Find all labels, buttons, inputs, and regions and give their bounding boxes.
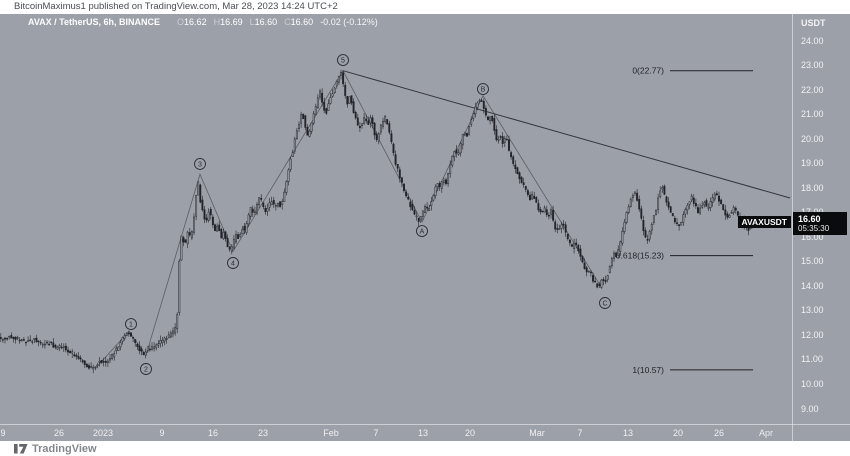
- price-axis[interactable]: USDT 24.00 23.00 22.00 21.00 20.00 19.00 18.00…: [793, 14, 850, 424]
- time-tick: 26: [53, 428, 65, 438]
- svg-text:C: C: [602, 301, 607, 308]
- price-tick: 22.00: [801, 84, 824, 95]
- time-tick: 7: [577, 428, 583, 438]
- time-tick: 23: [257, 428, 269, 438]
- time-tick: Mar: [529, 428, 545, 438]
- svg-text:0.618(15.23): 0.618(15.23): [616, 251, 664, 261]
- chart-legend: AVAX / TetherUS, 6h, BINANCE O16.62 H16.69…: [28, 16, 378, 29]
- time-axis[interactable]: 9 26 2023 9 16 23 Feb 7 13 20 Mar 7 13 20 26 Apr: [0, 425, 850, 441]
- last-price-value: 16.60: [798, 214, 821, 224]
- svg-text:B: B: [481, 87, 486, 94]
- time-tick: 20: [464, 428, 476, 438]
- bar-countdown: 05:35:30: [798, 224, 830, 233]
- high-value: 16.69: [220, 17, 243, 27]
- symbol-price-tag: AVAXUSDT: [737, 216, 791, 228]
- svg-text:A: A: [420, 229, 425, 236]
- price-tick: 24.00: [801, 35, 824, 46]
- symbol-tag-text: AVAXUSDT: [741, 217, 788, 227]
- time-tick: 26: [713, 428, 725, 438]
- time-tick: 7: [373, 428, 379, 438]
- price-tick: 19.00: [801, 158, 824, 169]
- time-tick: 2023: [92, 428, 114, 438]
- low-value: 16.60: [254, 17, 278, 27]
- price-tick: 18.00: [801, 182, 824, 193]
- price-axis-unit: USDT: [801, 18, 826, 28]
- tradingview-brand-text: TradingView: [32, 443, 97, 455]
- time-axis-separator: [0, 424, 850, 425]
- time-tick: 13: [417, 428, 429, 438]
- price-tick: 9.00: [801, 403, 819, 414]
- price-tick: 23.00: [801, 60, 824, 70]
- attribution-text: BitcoinMaximus1 published on TradingView…: [14, 1, 338, 12]
- price-tick: 13.00: [801, 305, 824, 316]
- time-tick: Apr: [758, 428, 774, 438]
- footer-bar: TradingView: [0, 441, 850, 456]
- price-tick: 12.00: [801, 329, 824, 340]
- svg-text:2: 2: [144, 367, 148, 374]
- price-tick: 20.00: [801, 133, 824, 144]
- close-label: C: [284, 17, 291, 27]
- symbol-title[interactable]: AVAX / TetherUS, 6h, BINANCE: [28, 17, 161, 27]
- chart-area[interactable]: 0(22.77) 0.618(15.23) 1(10.57) 1 2 3 4 5 A B C AVA…: [0, 14, 850, 441]
- price-tick: 15.00: [801, 256, 824, 267]
- last-price-label: 16.60 05:35:30: [793, 212, 847, 235]
- tradingview-link[interactable]: TradingView: [14, 443, 97, 455]
- time-tick: 20: [672, 428, 684, 438]
- svg-text:5: 5: [341, 58, 345, 65]
- tradingview-logo-icon: [14, 444, 28, 454]
- change-value: -0.02 (-0.12%): [320, 17, 378, 27]
- open-value: 16.62: [184, 17, 207, 27]
- svg-text:1: 1: [129, 322, 133, 329]
- price-axis-separator: [792, 14, 793, 441]
- close-value: 16.60: [290, 17, 314, 27]
- price-tick: 11.00: [801, 354, 823, 365]
- svg-text:0(22.77): 0(22.77): [632, 66, 664, 76]
- time-tick: 13: [622, 428, 634, 438]
- svg-text:4: 4: [231, 261, 235, 268]
- svg-text:3: 3: [198, 162, 202, 169]
- attribution-bar: BitcoinMaximus1 published on TradingView…: [0, 0, 850, 14]
- price-tick: 21.00: [801, 109, 824, 120]
- time-tick: 9: [0, 428, 6, 438]
- time-tick: 16: [207, 428, 219, 438]
- open-label: O: [177, 17, 185, 27]
- time-tick: 9: [159, 428, 165, 438]
- time-tick: Feb: [323, 428, 339, 438]
- price-tick: 14.00: [801, 280, 824, 291]
- high-label: H: [213, 17, 221, 27]
- svg-text:1(10.57): 1(10.57): [632, 365, 664, 375]
- low-label: L: [249, 17, 255, 27]
- price-tick: 16.00: [801, 231, 824, 242]
- price-tick: 10.00: [801, 378, 824, 389]
